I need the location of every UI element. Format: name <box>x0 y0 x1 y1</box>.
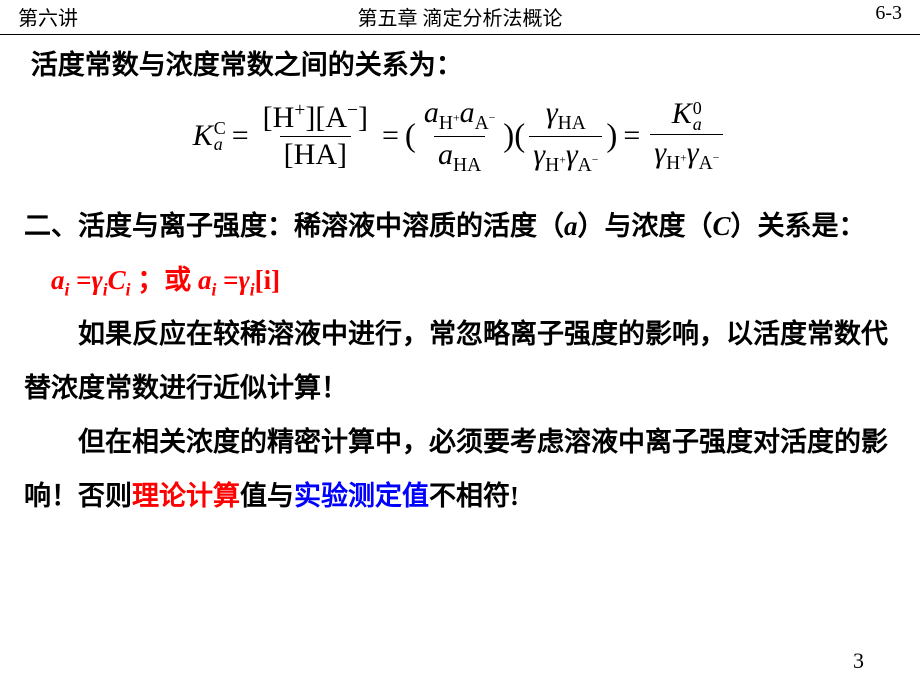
para2-t1: 但在相关浓度的 <box>78 427 267 457</box>
text-and: 与 <box>139 50 166 80</box>
sec2-a: a <box>564 211 578 241</box>
para2-t3: 值与 <box>240 481 294 511</box>
formula-red-1: ai =γiCi <box>51 265 131 295</box>
frac3-den: γH+γA− <box>529 136 602 177</box>
page-header: 第六讲 第五章 滴定分析法概论 6-3 <box>0 0 920 35</box>
eq-K: K <box>193 119 213 153</box>
lparen-1: ( <box>405 118 416 155</box>
sec2-b1: 活度（ <box>483 211 564 241</box>
sec2-mid2: 与 <box>605 211 632 241</box>
frac4-num: K0a <box>668 97 706 133</box>
content-area: 活度常数与浓度常数之间的关系为： KCa = [H+][A−] [HA] = (… <box>0 35 920 523</box>
frac-4: K0a γH+γA− <box>650 97 723 174</box>
para2-red: 理论计算 <box>132 481 240 511</box>
frac-2: aH+aA− aHA <box>420 96 499 177</box>
paragraph-2: 但在相关浓度的精密计算中，必须要考虑溶液中离子强度对活度的影响！否则理论计算值与… <box>24 415 896 523</box>
rparen-2: ) <box>606 118 617 155</box>
sec2-b4: ） <box>731 211 758 241</box>
section-2: 二、活度与离子强度：稀溶液中溶质的活度（a）与浓度（C）关系是： ai =γiC… <box>24 199 896 307</box>
frac1-num: [H+][A−] <box>259 100 372 136</box>
frac-3: γHA γH+γA− <box>529 96 602 177</box>
frac3-num: γHA <box>542 96 590 136</box>
frac-1: [H+][A−] [HA] <box>259 100 372 172</box>
header-center: 第五章 滴定分析法概论 <box>358 2 563 31</box>
frac1-den: [HA] <box>280 136 351 172</box>
sec2-heading: 二、活度与离子强度： <box>24 211 294 241</box>
frac4-den: γH+γA− <box>650 134 723 175</box>
equation-block: KCa = [H+][A−] [HA] = ( aH+aA− aHA ) ( γ… <box>24 96 896 177</box>
text-relation: 之间的关系为： <box>274 50 463 80</box>
sec2-C: C <box>713 211 731 241</box>
para2-wrap: 但在相关浓度的精密计算中，必须要考虑溶液中离子强度对活度的影响！否则理论计算值与… <box>24 415 896 523</box>
formula-red-2: ai =γi[i] <box>198 265 280 295</box>
eq-equals-1: = <box>232 119 249 153</box>
eq-equals-3: = <box>623 119 640 153</box>
para2-b1: 精密计算 <box>267 427 375 457</box>
intro-line: 活度常数与浓度常数之间的关系为： <box>24 45 896 86</box>
rparen-1: ) <box>503 118 514 155</box>
formula-sep: ；或 <box>131 265 199 295</box>
sec2-b3: 浓度（ <box>632 211 713 241</box>
lparen-2: ( <box>514 118 525 155</box>
eq-equals-2: = <box>382 119 399 153</box>
frac2-num: aH+aA− <box>420 96 499 136</box>
para1-text: 如果反应在较稀溶液中进行，常忽略离子强度的影响，以活度常数代替浓度常数进行近似计… <box>24 307 896 415</box>
header-right: 6-3 <box>875 2 902 31</box>
term-conc-const: 浓度常数 <box>166 50 274 80</box>
term-activity-const: 活度常数 <box>31 50 139 80</box>
eq-K-subsup: Ca <box>214 120 226 152</box>
sec2-b2: ） <box>578 211 605 241</box>
para2-blue: 实验测定值 <box>294 481 429 511</box>
paragraph-1: 如果反应在较稀溶液中进行，常忽略离子强度的影响，以活度常数代替浓度常数进行近似计… <box>24 307 896 415</box>
para2-t4: 不相符! <box>429 481 519 511</box>
sec2-mid3: 关系是： <box>758 211 866 241</box>
header-left: 第六讲 <box>18 2 78 31</box>
frac2-den: aHA <box>434 136 485 177</box>
sec2-mid1: 稀溶液中溶质的 <box>294 211 483 241</box>
page-number: 3 <box>853 648 864 674</box>
